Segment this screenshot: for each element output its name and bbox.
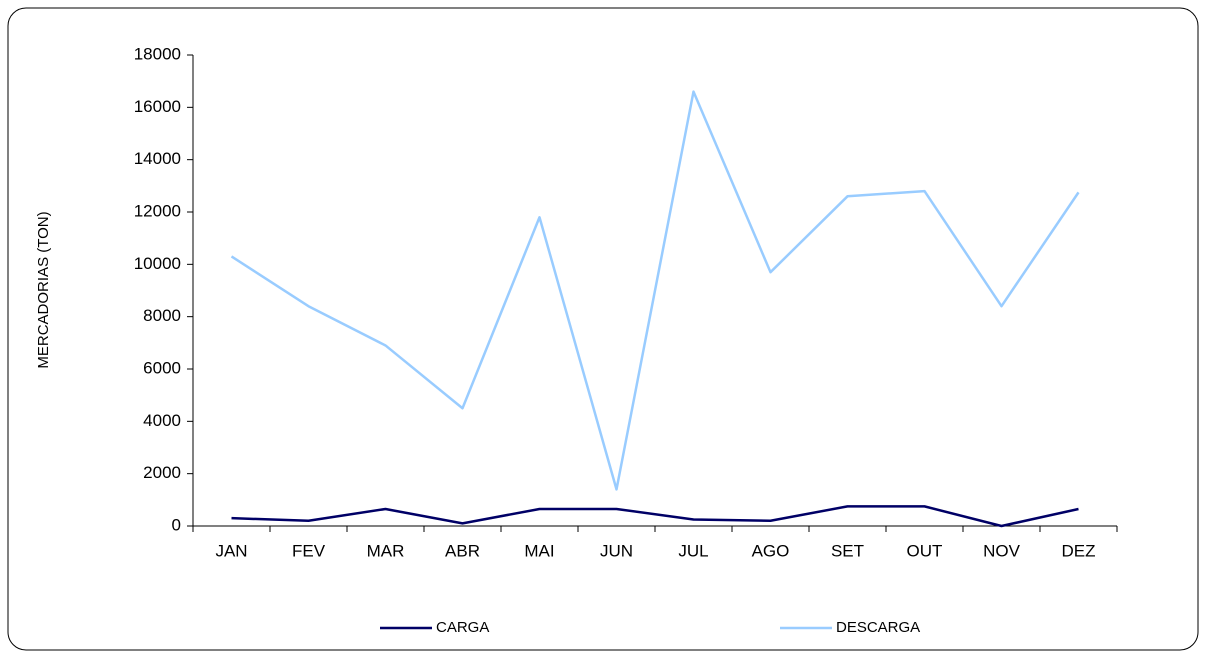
y-tick-label: 10000 — [134, 254, 181, 273]
x-tick-label: MAR — [367, 541, 405, 560]
y-tick-label: 12000 — [134, 201, 181, 220]
x-tick-label: ABR — [445, 541, 480, 560]
y-tick-label: 0 — [172, 515, 181, 534]
series-line — [231, 505, 1079, 528]
x-tick-label: NOV — [983, 541, 1021, 560]
y-tick-label: 16000 — [134, 97, 181, 116]
y-tick-label: 2000 — [143, 463, 181, 482]
x-tick-label: JUN — [600, 541, 633, 560]
y-tick-label: 4000 — [143, 411, 181, 430]
x-tick-label: JAN — [215, 541, 247, 560]
y-tick-label: 14000 — [134, 149, 181, 168]
legend-label: CARGA — [436, 619, 489, 636]
y-tick-label: 8000 — [143, 306, 181, 325]
y-tick-label: 6000 — [143, 358, 181, 377]
x-tick-label: JUL — [678, 541, 708, 560]
legend-label: DESCARGA — [836, 619, 920, 636]
x-tick-label: SET — [831, 541, 864, 560]
x-tick-label: FEV — [292, 541, 326, 560]
x-tick-label: AGO — [752, 541, 790, 560]
x-tick-label: DEZ — [1062, 541, 1096, 560]
series-line — [230, 90, 1080, 491]
x-tick-label: MAI — [524, 541, 554, 560]
x-tick-label: OUT — [907, 541, 943, 560]
chart-border — [7, 7, 1199, 651]
y-axis-label: MERCADORIAS (TON) — [35, 211, 52, 368]
y-tick-label: 18000 — [134, 44, 181, 63]
